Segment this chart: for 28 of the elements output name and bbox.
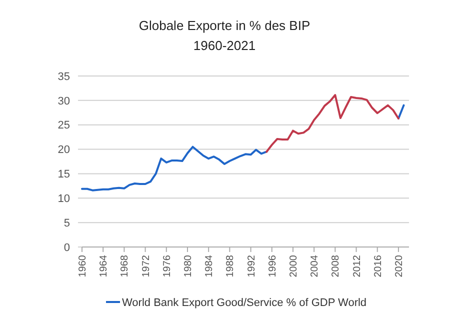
x-tick-label: 2020 (394, 254, 405, 278)
x-tick-label: 1960 (78, 254, 88, 278)
y-tick-label: 15 (58, 168, 70, 181)
y-tick-label: 30 (58, 95, 70, 108)
y-tick-label: 20 (58, 144, 70, 156)
x-tick-label: 1992 (246, 254, 258, 278)
y-tick-label: 5 (64, 217, 70, 230)
x-tick-label: 1968 (120, 254, 131, 278)
x-tick-label: 1996 (267, 254, 278, 278)
y-tick-label: 0 (64, 242, 70, 254)
y-tick-label: 25 (58, 120, 70, 132)
x-tick-label: 2000 (288, 254, 300, 278)
x-tick-label: 1980 (182, 254, 194, 278)
x-tick-label: 2004 (310, 254, 321, 278)
x-tick-label: 2012 (352, 254, 363, 278)
legend-label: World Bank Export Good/Service % of GDP World (122, 296, 367, 309)
y-tick-label: 10 (58, 192, 70, 205)
x-tick-label: 1972 (140, 254, 152, 278)
y-tick-label: 35 (58, 70, 70, 83)
line-series (266, 94, 400, 153)
chart-title: Globale Exporte in % des BIP (138, 18, 310, 33)
x-tick-label: 2016 (372, 254, 384, 278)
x-tick-label: 1976 (162, 254, 173, 278)
x-tick-label: 1988 (225, 254, 236, 278)
chart-subtitle: 1960-2021 (193, 38, 256, 53)
x-tick-label: 2008 (330, 254, 342, 278)
x-tick-label: 1984 (204, 254, 216, 278)
x-tick-label: 1964 (98, 254, 110, 278)
